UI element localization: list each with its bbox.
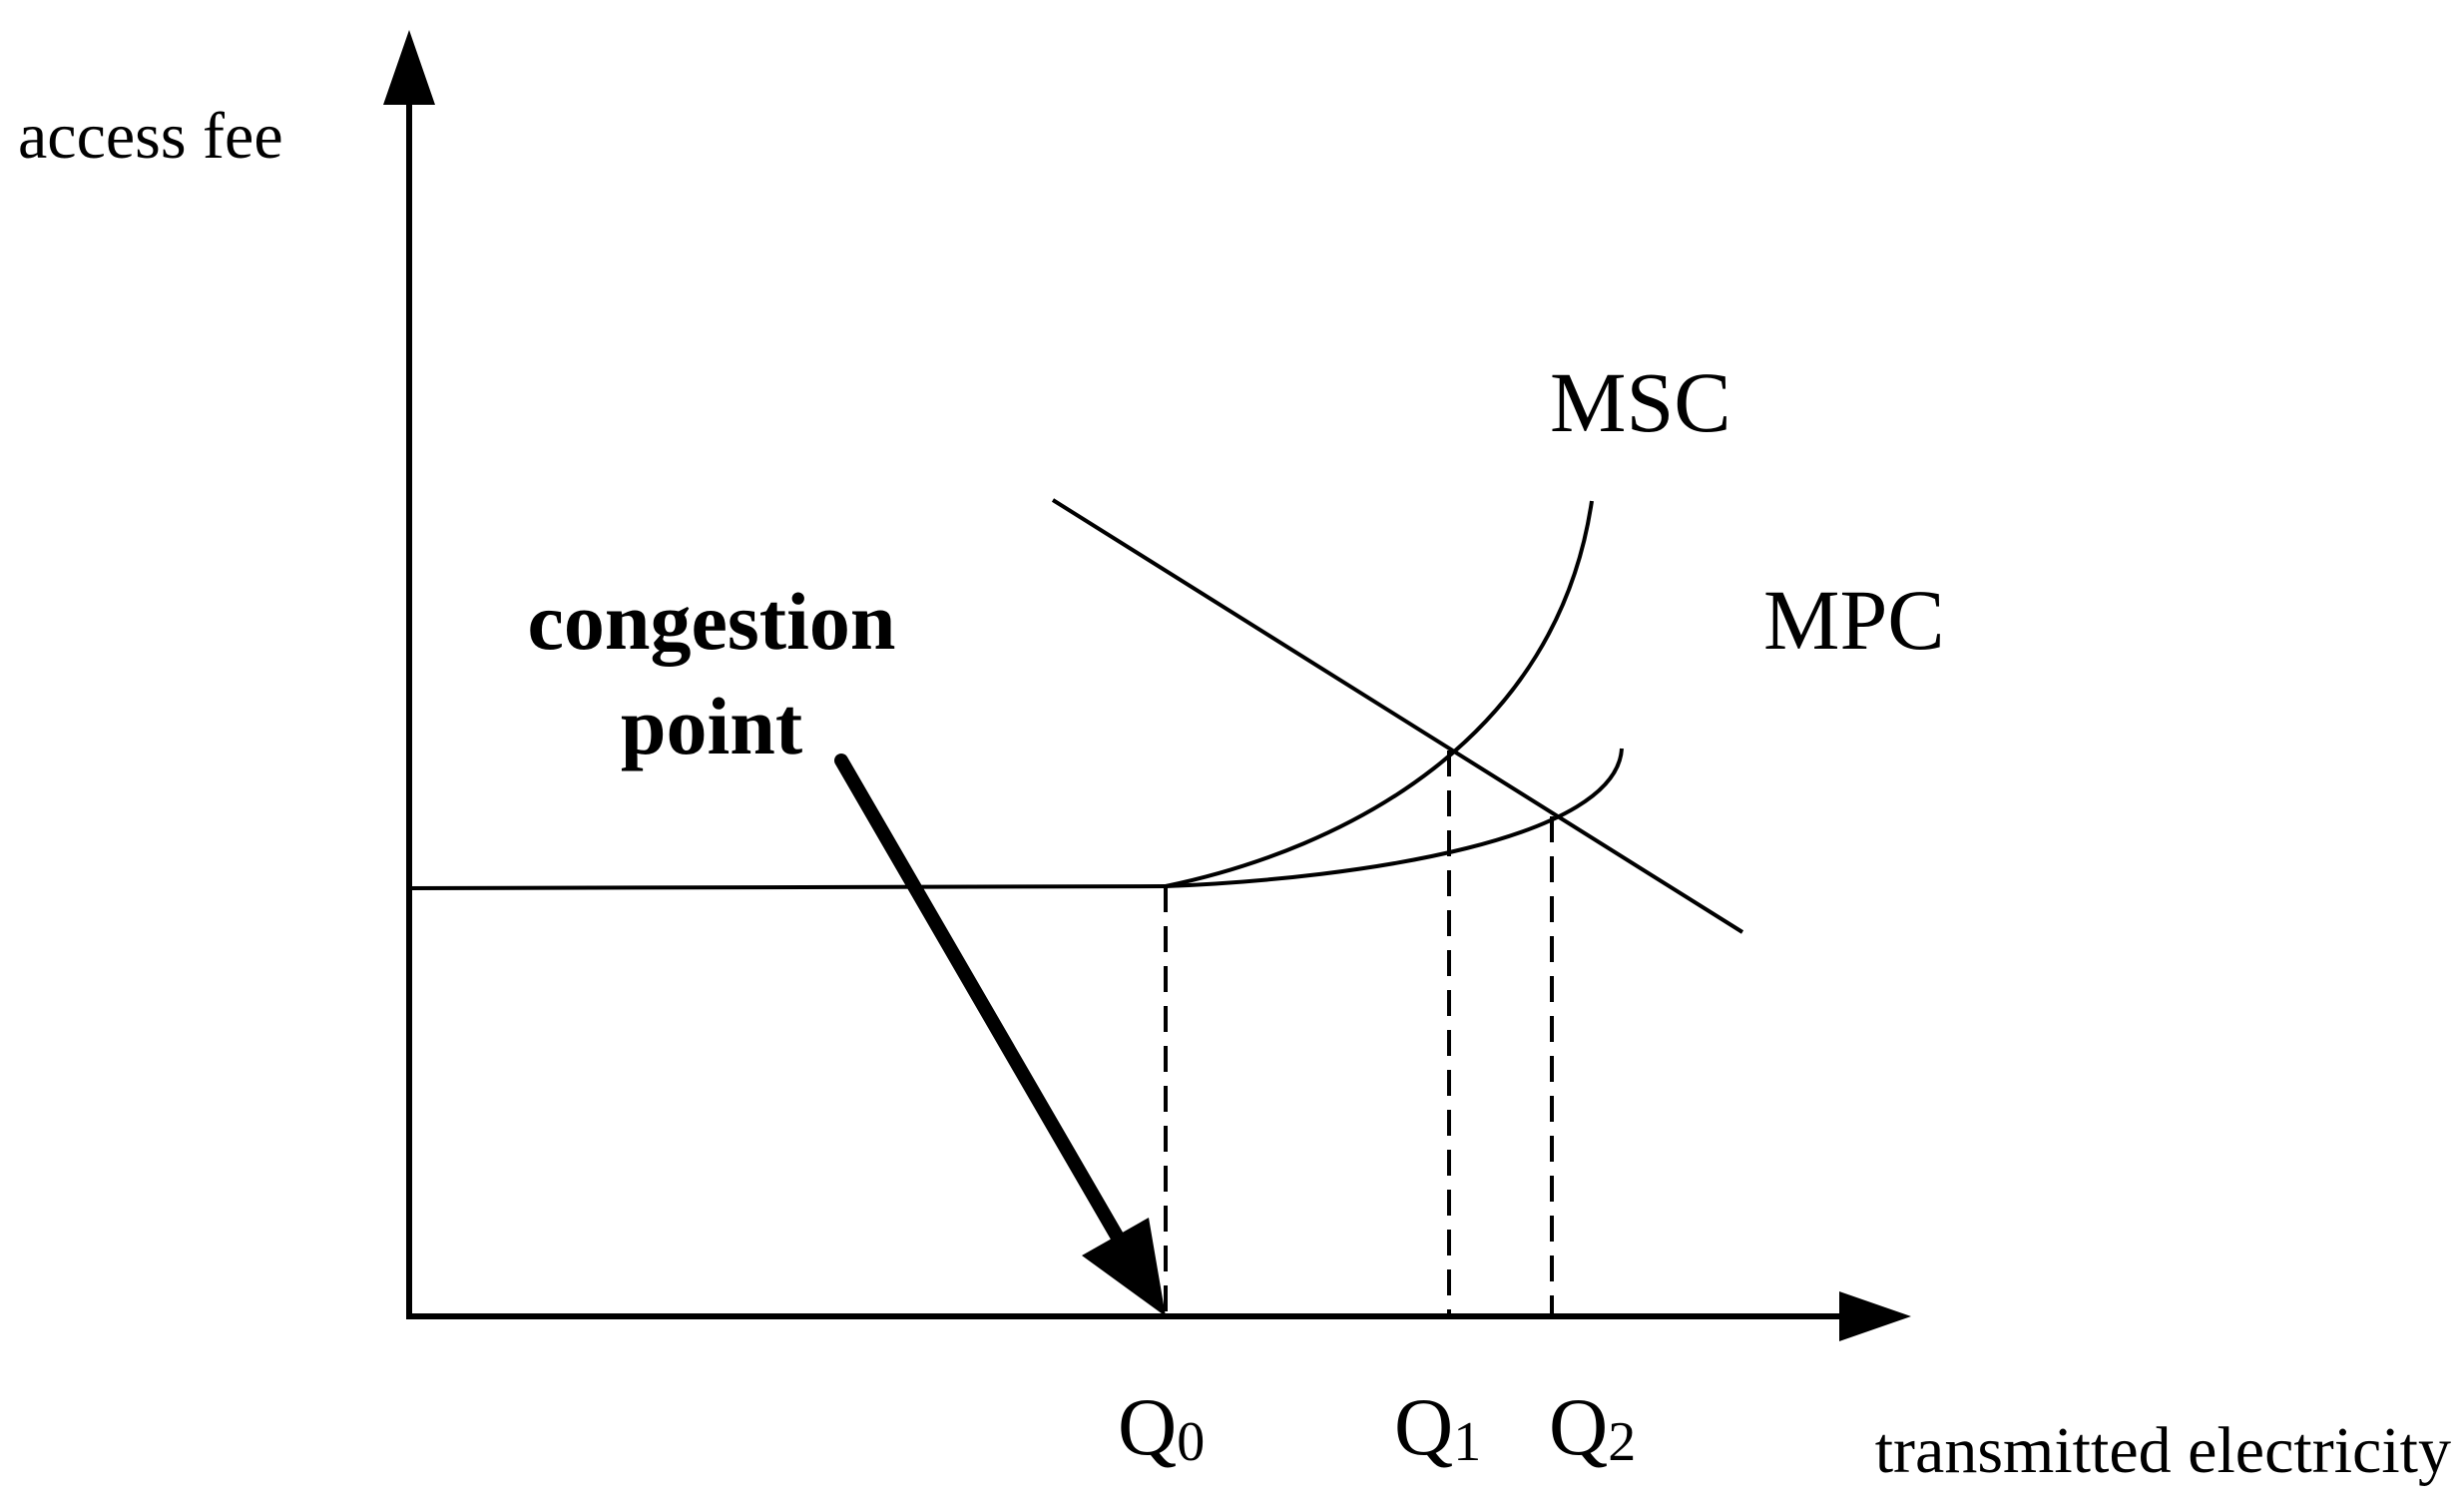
- mpc-label: MPC: [1763, 572, 1945, 668]
- y-axis-arrowhead: [383, 30, 435, 105]
- flat-cost-line: [408, 884, 1167, 890]
- congestion-label-line2: point: [621, 681, 802, 771]
- x-axis-arrowhead: [1839, 1291, 1911, 1341]
- q2-label: Q2: [1549, 1381, 1636, 1473]
- msc-label: MSC: [1550, 354, 1731, 450]
- mpc-curve: [1165, 748, 1624, 888]
- q0-label: Q0: [1118, 1381, 1205, 1473]
- congestion-arrow-head: [1082, 1218, 1166, 1316]
- msc-curve: [1165, 500, 1594, 888]
- demand-line: [1051, 498, 1744, 934]
- y-axis-label: access fee: [18, 100, 283, 173]
- congestion-arrow-shaft: [834, 754, 1125, 1245]
- congestion-label-line1: congestion: [528, 576, 896, 667]
- q1-label: Q1: [1394, 1381, 1481, 1473]
- x-axis-label: transmitted electricity: [1875, 1414, 2451, 1487]
